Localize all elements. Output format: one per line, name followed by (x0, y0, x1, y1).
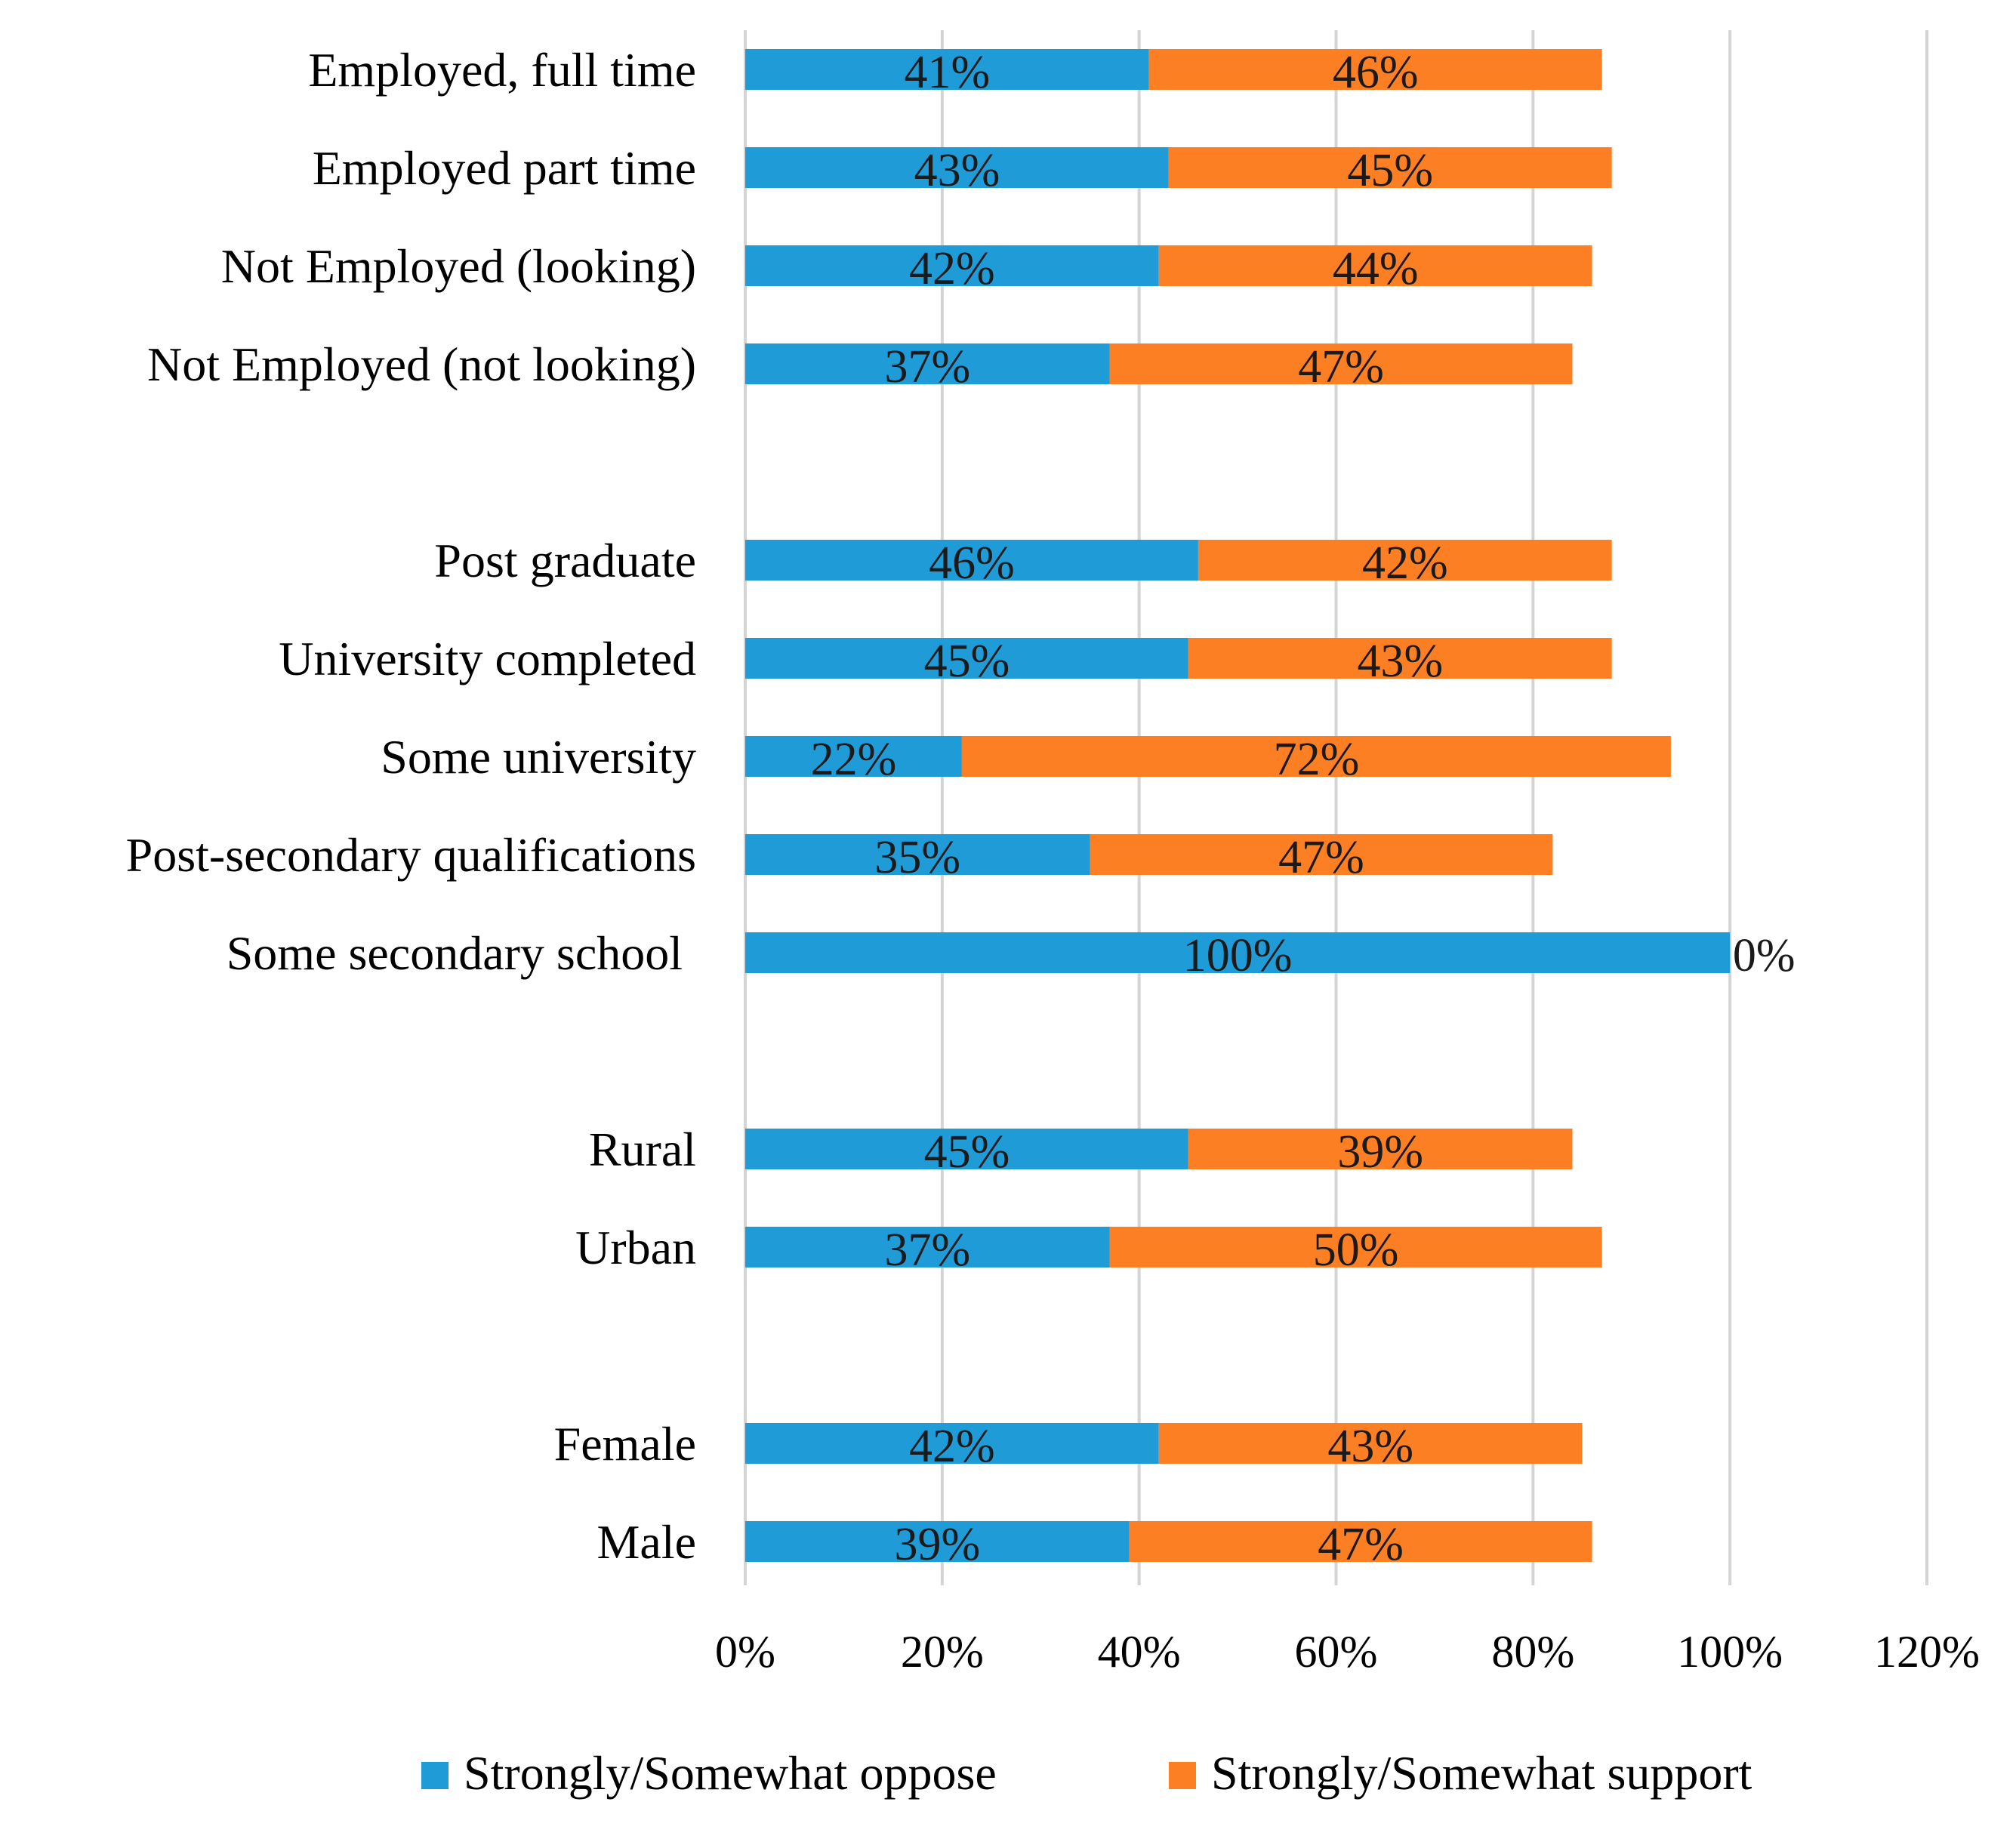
data-label-support: 72% (1274, 734, 1360, 785)
bar-oppose (745, 245, 1159, 286)
label-layer: 41% 46% 43% 45% 42% 44% 37% 47% 46% 42% 45% 43% 22% 7… (811, 47, 1796, 1570)
data-label-oppose: 35% (874, 832, 960, 883)
legend-swatch-support (1169, 1762, 1196, 1789)
data-label-oppose: 45% (924, 636, 1010, 687)
data-label-support: 50% (1313, 1224, 1399, 1276)
data-label-oppose: 37% (884, 341, 970, 393)
x-tick-label: 60% (1295, 1627, 1378, 1677)
data-label-support: 43% (1357, 636, 1443, 687)
legend-layer: Strongly/Somewhat oppose Strongly/Somewha… (421, 1746, 1752, 1800)
bar-layer (745, 49, 1731, 1562)
category-label: Male (597, 1515, 697, 1569)
bar-oppose (745, 638, 1188, 679)
category-label: Not Employed (looking) (221, 239, 696, 293)
category-label: Rural (589, 1123, 696, 1176)
data-label-support: 42% (1362, 537, 1448, 589)
bar-oppose (745, 49, 1149, 90)
bar-support (1129, 1521, 1592, 1562)
bar-support (1168, 147, 1612, 188)
bar-support (1198, 540, 1612, 581)
category-label: Employed part time (313, 141, 696, 195)
data-label-oppose: 42% (909, 243, 995, 294)
category-label: Female (554, 1417, 696, 1471)
data-label-support: 0% (1733, 930, 1796, 981)
data-label-oppose: 39% (894, 1519, 980, 1570)
bar-oppose (745, 343, 1110, 384)
x-tick-label: 20% (901, 1627, 984, 1677)
data-label-support: 43% (1327, 1421, 1413, 1472)
legend-label-support: Strongly/Somewhat support (1211, 1746, 1752, 1800)
bar-support (1188, 1129, 1573, 1169)
bar-oppose (745, 1423, 1159, 1464)
data-label-oppose: 22% (811, 734, 897, 785)
legend-swatch-oppose (421, 1762, 449, 1789)
data-label-oppose: 43% (914, 145, 1000, 196)
data-label-support: 39% (1337, 1126, 1423, 1178)
data-label-support: 47% (1278, 832, 1364, 883)
category-label: Some secondary school (227, 926, 683, 980)
data-label-oppose: 46% (929, 537, 1015, 589)
bar-oppose (745, 1129, 1188, 1169)
bar-support (1109, 1227, 1602, 1267)
bar-oppose (745, 147, 1169, 188)
x-tick-label: 0% (715, 1627, 775, 1677)
bar-support (961, 736, 1671, 777)
x-tick-label: 120% (1874, 1627, 1980, 1677)
category-label: Post graduate (434, 534, 696, 587)
bar-oppose (745, 932, 1731, 973)
category-label: Some university (381, 730, 696, 784)
grid-layer (744, 30, 1928, 1585)
category-label: University completed (279, 632, 696, 685)
bar-oppose (745, 736, 962, 777)
x-tick-label: 80% (1491, 1627, 1574, 1677)
data-label-oppose: 100% (1183, 930, 1293, 981)
bar-support (1090, 834, 1553, 875)
bar-oppose (745, 1521, 1130, 1562)
data-label-support: 45% (1347, 145, 1433, 196)
data-label-oppose: 41% (905, 47, 991, 98)
bar-oppose (745, 540, 1198, 581)
data-label-oppose: 45% (924, 1126, 1010, 1178)
data-label-support: 46% (1333, 47, 1419, 98)
bar-support (1148, 49, 1602, 90)
data-label-support: 44% (1333, 243, 1419, 294)
data-label-oppose: 42% (909, 1421, 995, 1472)
x-tick-label: 40% (1098, 1627, 1181, 1677)
bar-support (1109, 343, 1573, 384)
category-label: Not Employed (not looking) (147, 337, 696, 391)
category-label: Employed, full time (308, 43, 696, 97)
bar-oppose (745, 1227, 1110, 1267)
bar-support (1158, 1423, 1583, 1464)
legend-label-oppose: Strongly/Somewhat oppose (464, 1746, 997, 1800)
axis-layer: 0% 20% 40% 60% 80% 100% 120% Employed, full tim… (126, 43, 1980, 1677)
bar-support (1188, 638, 1612, 679)
category-label: Post-secondary qualifications (126, 828, 696, 882)
bar-support (1158, 245, 1592, 286)
data-label-oppose: 37% (884, 1224, 970, 1276)
data-label-support: 47% (1298, 341, 1384, 393)
bar-oppose (745, 834, 1090, 875)
data-label-support: 47% (1318, 1519, 1404, 1570)
category-label: Urban (575, 1221, 696, 1274)
x-tick-label: 100% (1677, 1627, 1783, 1677)
